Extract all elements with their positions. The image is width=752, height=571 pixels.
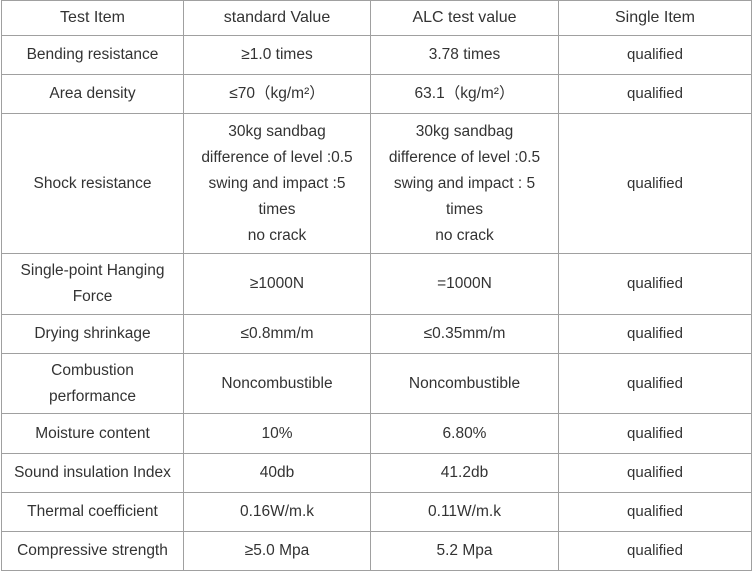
table-cell: Combustion performance bbox=[1, 353, 184, 414]
table-cell: Shock resistance bbox=[1, 113, 184, 254]
table-cell: qualified bbox=[558, 413, 752, 454]
table-cell: Noncombustible bbox=[370, 353, 559, 414]
table-cell: 0.11W/m.k bbox=[370, 492, 559, 532]
table-cell: Bending resistance bbox=[1, 35, 184, 75]
table-cell: Drying shrinkage bbox=[1, 314, 184, 354]
table-cell: qualified bbox=[558, 113, 752, 254]
table-row: Single-point Hanging Force ≥1000N =1000N qu… bbox=[1, 253, 752, 315]
cell-line: no crack bbox=[247, 226, 307, 244]
table-row: Sound insulation Index 40db 41.2db qualifie… bbox=[1, 453, 752, 493]
cell-line: swing and impact :5 bbox=[208, 174, 346, 192]
table-cell: ALC test value bbox=[370, 0, 559, 36]
table-cell: Test Item bbox=[1, 0, 184, 36]
table-cell: Sound insulation Index bbox=[1, 453, 184, 493]
cell-line: difference of level :0.5 bbox=[201, 148, 353, 166]
table-cell: 5.2 Mpa bbox=[370, 531, 559, 571]
table-cell: Compressive strength bbox=[1, 531, 184, 571]
table-row: Area density ≤70（kg/m²） 63.1（kg/m²） qualifi… bbox=[1, 74, 752, 114]
table-cell: qualified bbox=[558, 453, 752, 493]
table-cell: 41.2db bbox=[370, 453, 559, 493]
cell-line: 30kg sandbag bbox=[228, 122, 326, 140]
table-row: Combustion performance Noncombustible Nonc… bbox=[1, 353, 752, 414]
table-cell: qualified bbox=[558, 253, 752, 315]
table-cell: ≥1.0 times bbox=[183, 35, 371, 75]
table-cell: qualified bbox=[558, 353, 752, 414]
table-cell: Area density bbox=[1, 74, 184, 114]
table-cell: Noncombustible bbox=[183, 353, 371, 414]
table-cell: qualified bbox=[558, 35, 752, 75]
cell-line: 30kg sandbag bbox=[415, 122, 514, 140]
table-cell: 30kg sandbag difference of level :0.5 swin… bbox=[370, 113, 559, 254]
cell-line: times bbox=[258, 200, 296, 218]
table-cell: 0.16W/m.k bbox=[183, 492, 371, 532]
table-cell: 3.78 times bbox=[370, 35, 559, 75]
table-row: Shock resistance 30kg sandbag difference o… bbox=[1, 113, 752, 254]
table-cell: ≥5.0 Mpa bbox=[183, 531, 371, 571]
table-row: Thermal coefficient 0.16W/m.k 0.11W/m.k qua… bbox=[1, 492, 752, 532]
table-cell: ≤0.35mm/m bbox=[370, 314, 559, 354]
table-cell: Single Item bbox=[558, 0, 752, 36]
cell-line: times bbox=[445, 200, 484, 218]
table-cell: =1000N bbox=[370, 253, 559, 315]
table-cell: Single-point Hanging Force bbox=[1, 253, 184, 315]
table-cell: qualified bbox=[558, 314, 752, 354]
table-cell: qualified bbox=[558, 492, 752, 532]
table-cell: qualified bbox=[558, 531, 752, 571]
header-row: Test Item standard Value ALC test value Sin… bbox=[1, 0, 752, 36]
table-cell: 63.1（kg/m²） bbox=[370, 74, 559, 114]
cell-line: difference of level :0.5 bbox=[388, 148, 541, 166]
table-cell: 6.80% bbox=[370, 413, 559, 454]
cell-line: no crack bbox=[435, 226, 494, 244]
table-row: Compressive strength ≥5.0 Mpa 5.2 Mpa quali… bbox=[1, 531, 752, 571]
table-cell: 10% bbox=[183, 413, 371, 454]
table-cell: Thermal coefficient bbox=[1, 492, 184, 532]
table-cell: qualified bbox=[558, 74, 752, 114]
table-cell: 30kg sandbag difference of level :0.5 swin… bbox=[183, 113, 371, 254]
table-cell: ≤0.8mm/m bbox=[183, 314, 371, 354]
table-row: Moisture content 10% 6.80% qualified bbox=[1, 413, 752, 454]
table-cell: ≤70（kg/m²） bbox=[183, 74, 371, 114]
table-cell: Moisture content bbox=[1, 413, 184, 454]
table-row: Bending resistance ≥1.0 times 3.78 times qu… bbox=[1, 35, 752, 75]
table-cell: ≥1000N bbox=[183, 253, 371, 315]
table-cell: standard Value bbox=[183, 0, 371, 36]
cell-line: swing and impact : 5 bbox=[393, 174, 536, 192]
table-cell: 40db bbox=[183, 453, 371, 493]
table-row: Drying shrinkage ≤0.8mm/m ≤0.35mm/m qualifi… bbox=[1, 314, 752, 354]
